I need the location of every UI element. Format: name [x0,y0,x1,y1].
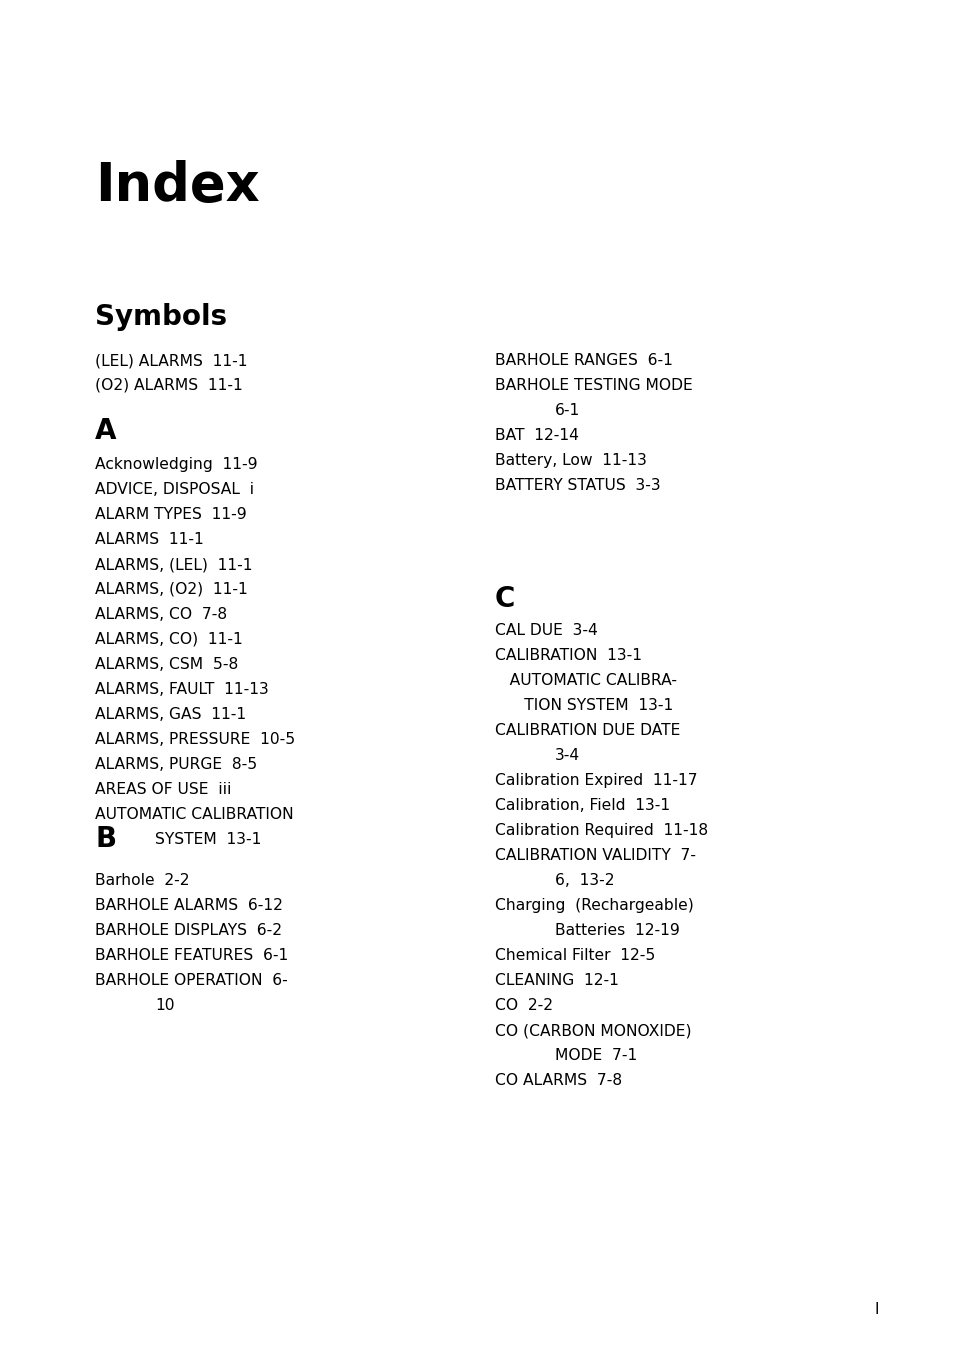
Text: ALARMS, PRESSURE  10-5: ALARMS, PRESSURE 10-5 [95,732,294,746]
Text: ALARMS, FAULT  11-13: ALARMS, FAULT 11-13 [95,682,269,697]
Text: Acknowledging  11-9: Acknowledging 11-9 [95,457,257,472]
Text: ALARMS, CO)  11-1: ALARMS, CO) 11-1 [95,632,242,647]
Text: BARHOLE ALARMS  6-12: BARHOLE ALARMS 6-12 [95,898,283,913]
Text: CAL DUE  3-4: CAL DUE 3-4 [495,623,598,638]
Text: 6,  13-2: 6, 13-2 [555,873,614,888]
Text: BARHOLE FEATURES  6-1: BARHOLE FEATURES 6-1 [95,948,288,963]
Text: SYSTEM  13-1: SYSTEM 13-1 [154,833,261,847]
Text: BARHOLE OPERATION  6-: BARHOLE OPERATION 6- [95,972,288,989]
Text: ALARMS, PURGE  8-5: ALARMS, PURGE 8-5 [95,757,257,772]
Text: Calibration Required  11-18: Calibration Required 11-18 [495,823,707,838]
Text: (LEL) ALARMS  11-1: (LEL) ALARMS 11-1 [95,352,247,369]
Text: BAT  12-14: BAT 12-14 [495,428,578,443]
Text: 10: 10 [154,998,174,1013]
Text: Calibration, Field  13-1: Calibration, Field 13-1 [495,798,669,812]
Text: ALARMS  11-1: ALARMS 11-1 [95,533,204,547]
Text: ADVICE, DISPOSAL  i: ADVICE, DISPOSAL i [95,482,253,498]
Text: Battery, Low  11-13: Battery, Low 11-13 [495,453,646,468]
Text: ALARM TYPES  11-9: ALARM TYPES 11-9 [95,507,247,522]
Text: I: I [874,1302,879,1317]
Text: Barhole  2-2: Barhole 2-2 [95,873,190,888]
Text: CLEANING  12-1: CLEANING 12-1 [495,972,618,989]
Text: AUTOMATIC CALIBRATION: AUTOMATIC CALIBRATION [95,807,294,822]
Text: 3-4: 3-4 [555,748,579,763]
Text: Index: Index [95,160,259,213]
Text: CALIBRATION  13-1: CALIBRATION 13-1 [495,648,641,663]
Text: Charging  (Rechargeable): Charging (Rechargeable) [495,898,693,913]
Text: CO  2-2: CO 2-2 [495,998,553,1013]
Text: CALIBRATION DUE DATE: CALIBRATION DUE DATE [495,724,679,738]
Text: CO (CARBON MONOXIDE): CO (CARBON MONOXIDE) [495,1024,691,1038]
Text: TION SYSTEM  13-1: TION SYSTEM 13-1 [495,698,673,713]
Text: B: B [95,824,116,853]
Text: A: A [95,417,116,445]
Text: Calibration Expired  11-17: Calibration Expired 11-17 [495,773,697,788]
Text: Symbols: Symbols [95,303,227,331]
Text: AUTOMATIC CALIBRA-: AUTOMATIC CALIBRA- [495,672,677,689]
Text: Batteries  12-19: Batteries 12-19 [555,923,679,937]
Text: MODE  7-1: MODE 7-1 [555,1048,637,1063]
Text: ALARMS, CSM  5-8: ALARMS, CSM 5-8 [95,656,238,672]
Text: BARHOLE DISPLAYS  6-2: BARHOLE DISPLAYS 6-2 [95,923,282,937]
Text: ALARMS, CO  7-8: ALARMS, CO 7-8 [95,607,227,621]
Text: 6-1: 6-1 [555,404,579,418]
Text: BARHOLE RANGES  6-1: BARHOLE RANGES 6-1 [495,352,672,369]
Text: ALARMS, (LEL)  11-1: ALARMS, (LEL) 11-1 [95,557,253,572]
Text: C: C [495,585,515,613]
Text: ALARMS, (O2)  11-1: ALARMS, (O2) 11-1 [95,582,248,597]
Text: (O2) ALARMS  11-1: (O2) ALARMS 11-1 [95,378,242,393]
Text: CO ALARMS  7-8: CO ALARMS 7-8 [495,1073,621,1088]
Text: Chemical Filter  12-5: Chemical Filter 12-5 [495,948,655,963]
Text: CALIBRATION VALIDITY  7-: CALIBRATION VALIDITY 7- [495,847,696,863]
Text: BATTERY STATUS  3-3: BATTERY STATUS 3-3 [495,477,659,494]
Text: AREAS OF USE  iii: AREAS OF USE iii [95,781,232,798]
Text: ALARMS, GAS  11-1: ALARMS, GAS 11-1 [95,707,246,722]
Text: BARHOLE TESTING MODE: BARHOLE TESTING MODE [495,378,692,393]
